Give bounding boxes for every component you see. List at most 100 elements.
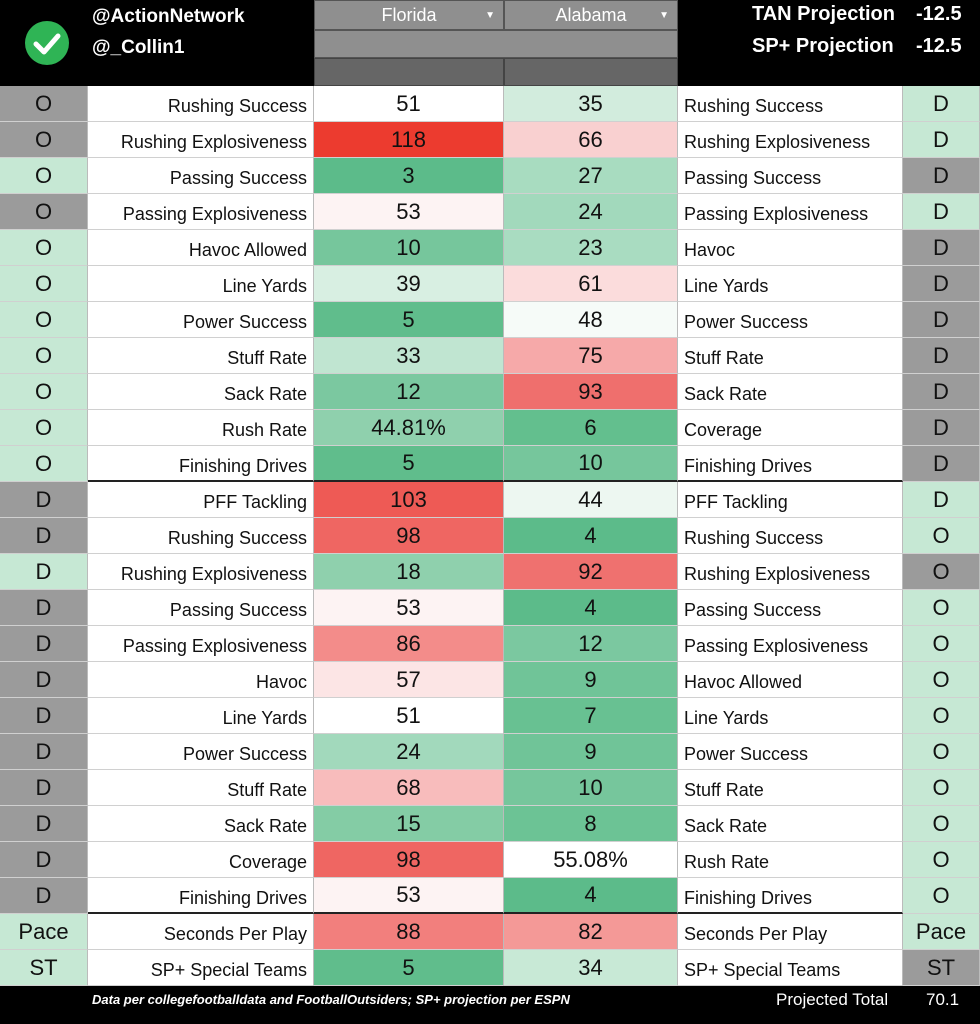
- alabama-rank: 10: [504, 446, 678, 482]
- side-label: D: [0, 842, 88, 878]
- stat-label: Passing Explosiveness: [88, 626, 314, 662]
- dropdown-arrow: ▼: [659, 9, 669, 21]
- stat-label: SP+ Special Teams: [678, 950, 903, 986]
- side-label: O: [903, 626, 980, 662]
- florida-rank: 5: [314, 302, 504, 338]
- stat-label: Stuff Rate: [678, 338, 903, 374]
- stat-label: SP+ Special Teams: [88, 950, 314, 986]
- stat-label: Line Yards: [678, 266, 903, 302]
- alabama-rank: 8: [504, 806, 678, 842]
- projection-label: TAN Projection: [752, 3, 895, 25]
- side-label: O: [903, 554, 980, 590]
- side-label: O: [903, 770, 980, 806]
- stat-label: Coverage: [678, 410, 903, 446]
- stat-label: Power Success: [678, 302, 903, 338]
- side-label: O: [903, 662, 980, 698]
- side-label: ST: [903, 950, 980, 986]
- stat-label: Power Success: [88, 734, 314, 770]
- side-label: O: [903, 698, 980, 734]
- florida-rank: 51: [314, 86, 504, 122]
- footer-note: Data per collegefootballdata and Footbal…: [92, 992, 570, 1007]
- stat-label: Havoc Allowed: [88, 230, 314, 266]
- team-header[interactable]: Alabama ▼: [504, 0, 678, 30]
- side-label: O: [903, 806, 980, 842]
- side-label: D: [903, 86, 980, 122]
- alabama-rank: 27: [504, 158, 678, 194]
- stat-label: Passing Explosiveness: [678, 626, 903, 662]
- side-label: O: [0, 302, 88, 338]
- alabama-rank: 6: [504, 410, 678, 446]
- side-label: D: [0, 662, 88, 698]
- stat-label: Line Yards: [88, 698, 314, 734]
- stat-label: Seconds Per Play: [678, 914, 903, 950]
- florida-rank: 3: [314, 158, 504, 194]
- side-label: O: [903, 842, 980, 878]
- side-label: O: [903, 734, 980, 770]
- florida-rank: 118: [314, 122, 504, 158]
- stat-label: Rushing Explosiveness: [88, 554, 314, 590]
- side-label: D: [903, 410, 980, 446]
- side-label: D: [0, 698, 88, 734]
- handle: @_Collin1: [92, 37, 185, 58]
- stat-label: Passing Explosiveness: [88, 194, 314, 230]
- side-label: D: [0, 770, 88, 806]
- side-label: D: [0, 518, 88, 554]
- stat-label: Seconds Per Play: [88, 914, 314, 950]
- side-label: D: [903, 302, 980, 338]
- side-label: Pace: [903, 914, 980, 950]
- florida-rank: 10: [314, 230, 504, 266]
- alabama-rank: 10: [504, 770, 678, 806]
- alabama-rank: 4: [504, 878, 678, 914]
- stat-label: Sack Rate: [88, 806, 314, 842]
- florida-rank: 5: [314, 446, 504, 482]
- side-label: O: [0, 374, 88, 410]
- stat-label: Rushing Success: [678, 86, 903, 122]
- stat-label: Stuff Rate: [88, 338, 314, 374]
- alabama-rank: 92: [504, 554, 678, 590]
- header-band: [314, 58, 504, 86]
- florida-rank: 51: [314, 698, 504, 734]
- stat-label: Coverage: [88, 842, 314, 878]
- stat-label: Finishing Drives: [88, 446, 314, 482]
- florida-rank: 5: [314, 950, 504, 986]
- alabama-rank: 44: [504, 482, 678, 518]
- header-band: [314, 30, 678, 58]
- florida-rank: 53: [314, 194, 504, 230]
- stat-label: Finishing Drives: [678, 878, 903, 914]
- stat-label: Passing Success: [88, 158, 314, 194]
- stat-label: Finishing Drives: [88, 878, 314, 914]
- florida-rank: 18: [314, 554, 504, 590]
- side-label: D: [903, 482, 980, 518]
- stat-label: Rushing Explosiveness: [678, 122, 903, 158]
- team-name: Florida: [381, 4, 437, 25]
- stat-label: Havoc Allowed: [678, 662, 903, 698]
- florida-rank: 88: [314, 914, 504, 950]
- total-value: 70.1: [926, 990, 960, 1009]
- side-label: Pace: [0, 914, 88, 950]
- check-icon: [25, 21, 69, 65]
- side-label: O: [0, 230, 88, 266]
- florida-rank: 39: [314, 266, 504, 302]
- side-label: O: [0, 338, 88, 374]
- stat-label: Rush Rate: [88, 410, 314, 446]
- florida-rank: 98: [314, 518, 504, 554]
- alabama-rank: 4: [504, 590, 678, 626]
- florida-rank: 57: [314, 662, 504, 698]
- stat-label: Stuff Rate: [678, 770, 903, 806]
- projection-value: -12.5: [916, 3, 962, 25]
- stat-label: Line Yards: [88, 266, 314, 302]
- stat-label: Line Yards: [678, 698, 903, 734]
- alabama-rank: 66: [504, 122, 678, 158]
- alabama-rank: 75: [504, 338, 678, 374]
- florida-rank: 33: [314, 338, 504, 374]
- alabama-rank: 34: [504, 950, 678, 986]
- florida-rank: 98: [314, 842, 504, 878]
- stat-label: Passing Explosiveness: [678, 194, 903, 230]
- team-header[interactable]: Florida ▼: [314, 0, 504, 30]
- side-label: D: [903, 194, 980, 230]
- total-label: Projected Total: [776, 990, 889, 1009]
- side-label: O: [0, 122, 88, 158]
- alabama-rank: 48: [504, 302, 678, 338]
- side-label: D: [0, 554, 88, 590]
